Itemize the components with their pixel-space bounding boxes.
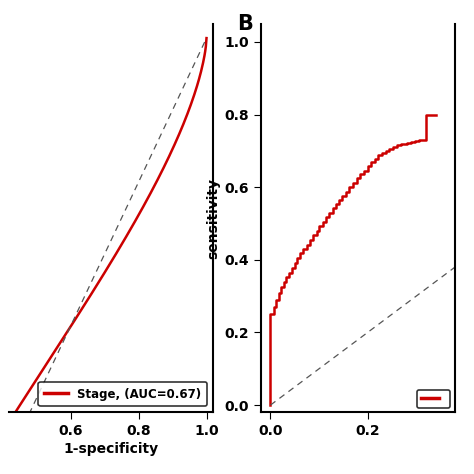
Legend: Stage, (AUC=0.67): Stage, (AUC=0.67)	[38, 382, 208, 407]
Text: B: B	[237, 14, 253, 34]
Legend: 	[417, 390, 450, 408]
Y-axis label: sensitivity: sensitivity	[206, 178, 220, 258]
X-axis label: 1-specificity: 1-specificity	[64, 442, 159, 456]
